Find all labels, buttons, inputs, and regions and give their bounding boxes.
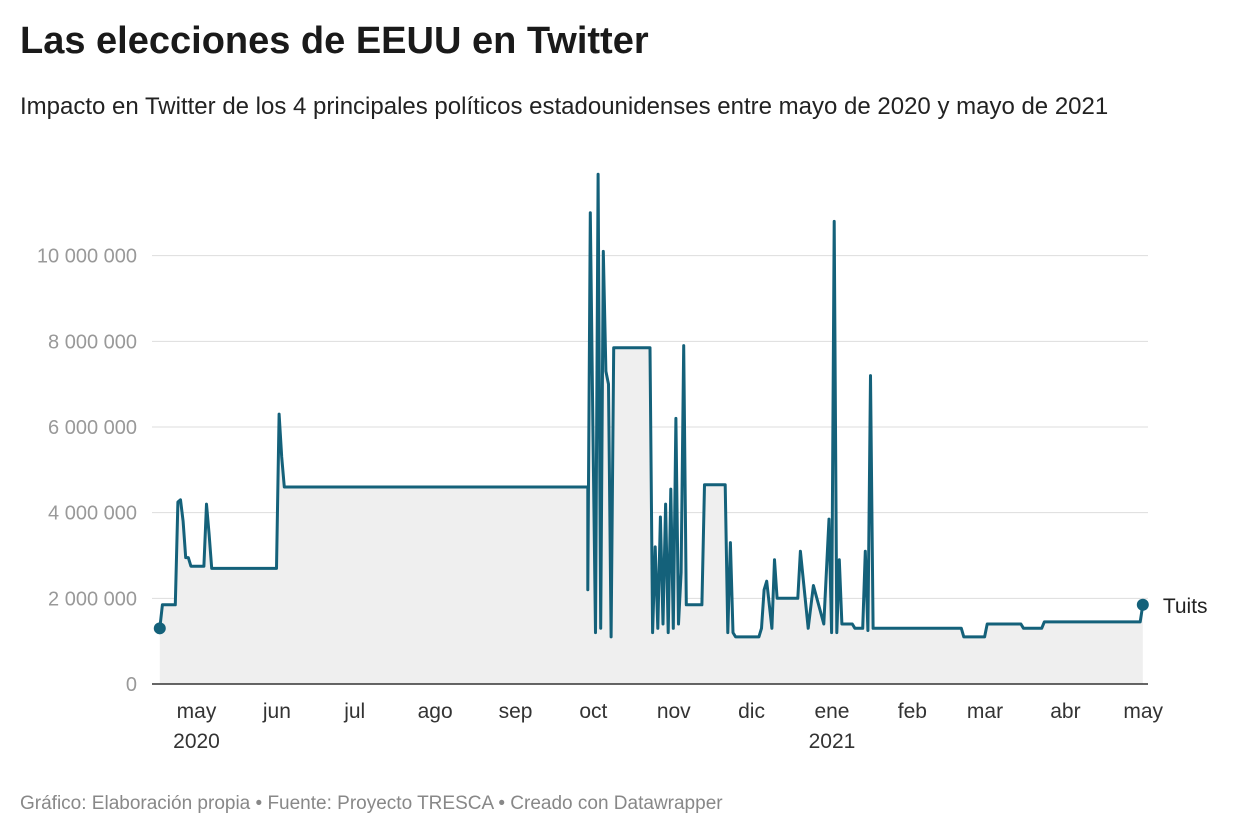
x-tick-label: dic xyxy=(738,700,765,723)
chart-title: Las elecciones de EEUU en Twitter xyxy=(20,20,649,62)
x-tick-label: jul xyxy=(343,700,365,723)
chart-subtitle: Impacto en Twitter de los 4 principales … xyxy=(20,93,1109,120)
series-area xyxy=(159,174,1143,685)
x-tick-label: oct xyxy=(579,700,607,723)
x-tick-label: may xyxy=(177,700,217,723)
series-start-point xyxy=(153,622,166,635)
series-end-point xyxy=(1136,598,1149,611)
y-tick-label: 4 000 000 xyxy=(48,503,137,525)
y-tick-label: 2 000 000 xyxy=(48,588,137,610)
x-tick-year-label: 2020 xyxy=(173,730,220,753)
x-tick-label: abr xyxy=(1050,700,1080,723)
x-tick-label: ene xyxy=(814,700,849,723)
x-tick-label: sep xyxy=(499,700,533,723)
x-tick-label: nov xyxy=(657,700,691,723)
y-tick-label: 6 000 000 xyxy=(48,417,137,439)
x-tick-label: jun xyxy=(262,700,291,723)
y-tick-label: 10 000 000 xyxy=(37,246,137,268)
x-tick-label: feb xyxy=(898,700,927,723)
x-tick-label: may xyxy=(1123,700,1163,723)
y-tick-label: 0 xyxy=(126,674,137,696)
line-chart: 0 2 000 000 4 000 000 6 000 000 8 000 000 10 … xyxy=(37,172,1208,753)
x-tick-label: ago xyxy=(418,700,453,723)
series-end-label: Tuits xyxy=(1163,595,1208,618)
x-tick-label: mar xyxy=(967,700,1003,723)
x-tick-year-label: 2021 xyxy=(809,730,856,753)
source-notes: Gráfico: Elaboración propia • Fuente: Pr… xyxy=(20,793,723,814)
series-line-tuits xyxy=(158,172,1145,639)
y-tick-label: 8 000 000 xyxy=(48,331,137,353)
